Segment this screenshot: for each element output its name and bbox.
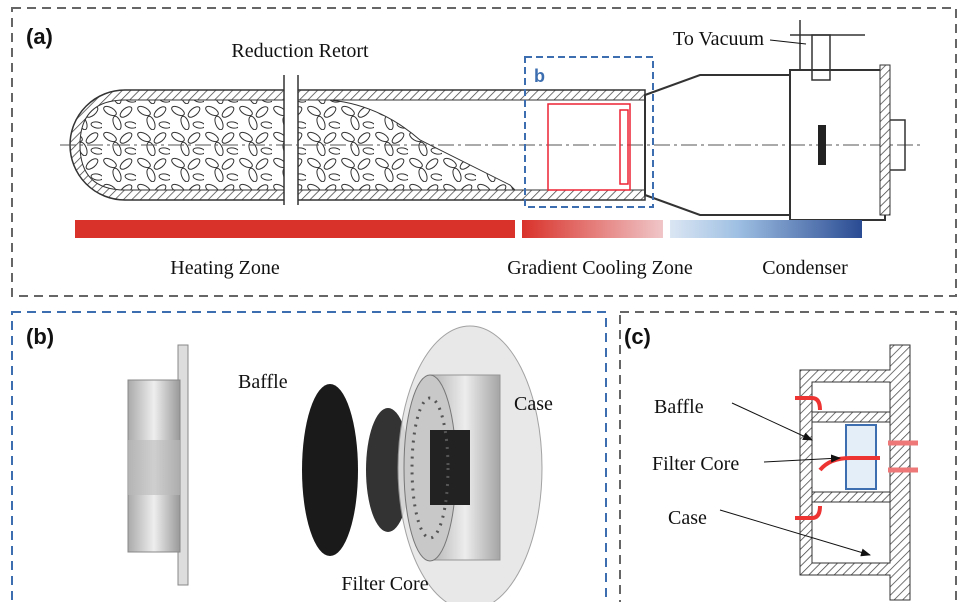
- label: Case: [668, 507, 707, 529]
- cooling-bar: [522, 220, 663, 238]
- label: Baffle: [238, 371, 288, 393]
- retort-drawing: [60, 20, 920, 220]
- label: Gradient Cooling Zone: [507, 257, 693, 279]
- label: Filter Core: [341, 573, 428, 595]
- panel-label: (c): [624, 324, 651, 349]
- section-view: [795, 345, 918, 600]
- panel-label: (a): [26, 24, 53, 49]
- label: Baffle: [654, 396, 704, 418]
- label: To Vacuum: [673, 28, 764, 50]
- label: Heating Zone: [170, 257, 280, 279]
- label: Filter Core: [652, 453, 739, 475]
- label: Reduction Retort: [231, 40, 369, 62]
- inset-label: b: [534, 66, 545, 86]
- label: Condenser: [762, 257, 848, 279]
- exploded-view: [128, 326, 542, 602]
- heating-bar: [75, 220, 515, 238]
- figure: (a) b Reduction Retort To Vacuum Heating…: [0, 0, 960, 602]
- condenser-bar: [670, 220, 862, 238]
- label: Case: [514, 393, 553, 415]
- panel-label: (b): [26, 324, 54, 349]
